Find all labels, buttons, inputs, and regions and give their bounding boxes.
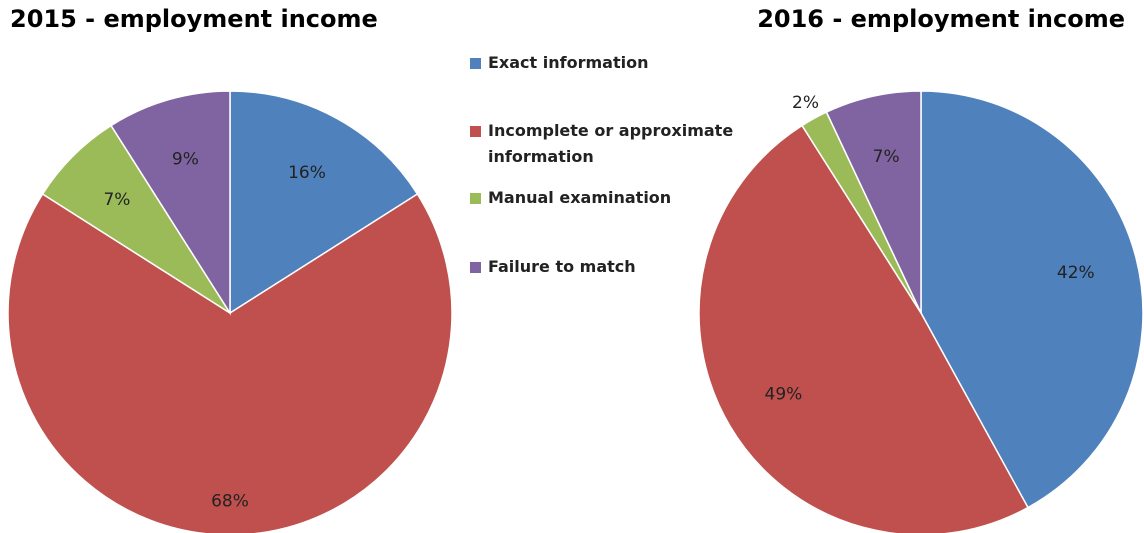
data-label: 16% xyxy=(288,163,326,183)
pie-slice xyxy=(110,90,231,316)
legend-label: Incomplete or approximate information xyxy=(488,121,734,166)
data-label: 9% xyxy=(172,150,199,170)
legend-swatch xyxy=(470,58,481,69)
legend-item: Failure to match xyxy=(470,254,760,280)
pie-slice xyxy=(920,90,1144,509)
data-label: 7% xyxy=(103,190,130,210)
pie-slice xyxy=(825,90,922,314)
legend-swatch xyxy=(470,262,481,273)
data-label: 68% xyxy=(211,492,249,512)
legend-item: Incomplete or approximate information xyxy=(470,118,760,170)
legend-label: Exact information xyxy=(488,53,649,72)
data-label: 2% xyxy=(792,93,819,113)
data-label: 7% xyxy=(873,147,900,167)
legend-swatch xyxy=(470,193,481,204)
data-label: 42% xyxy=(1057,263,1095,283)
chart-title: 2016 - employment income xyxy=(757,5,1125,33)
data-label: 49% xyxy=(765,384,803,404)
legend-label: Failure to match xyxy=(488,257,636,276)
pie-slice xyxy=(229,90,419,315)
legend-item: Manual examination xyxy=(470,185,760,211)
chart-title: 2015 - employment income xyxy=(10,5,378,33)
legend-swatch xyxy=(470,126,481,137)
pie-slice xyxy=(698,124,1029,533)
legend-label: Manual examination xyxy=(488,188,672,207)
legend-item: Exact information xyxy=(470,50,760,76)
pie-slice xyxy=(7,193,453,533)
